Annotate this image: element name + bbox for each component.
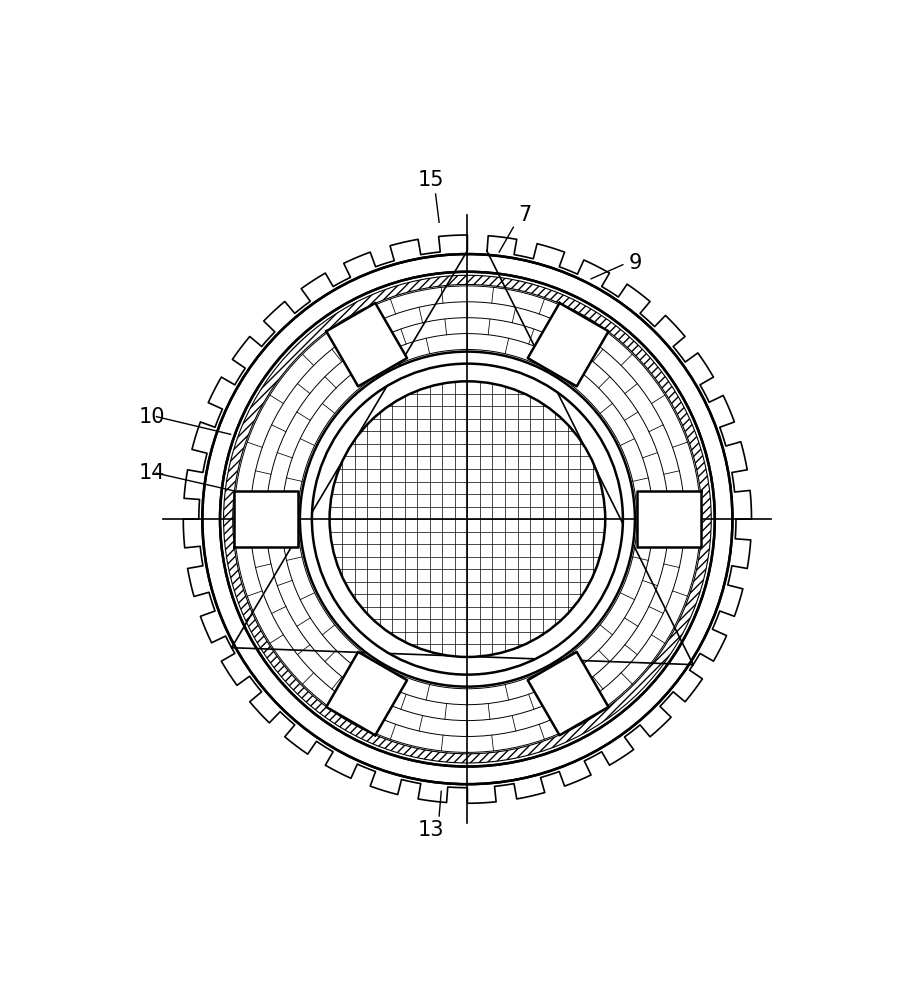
- Text: 14: 14: [138, 463, 165, 483]
- Polygon shape: [326, 652, 406, 735]
- Wedge shape: [234, 286, 700, 752]
- Polygon shape: [636, 491, 700, 547]
- Polygon shape: [527, 303, 608, 386]
- Text: 9: 9: [628, 253, 641, 273]
- Wedge shape: [202, 254, 732, 784]
- Wedge shape: [300, 352, 634, 687]
- Text: 15: 15: [417, 170, 444, 190]
- Text: 7: 7: [517, 205, 531, 225]
- Text: 10: 10: [138, 407, 165, 427]
- Text: 13: 13: [417, 820, 444, 840]
- Circle shape: [329, 381, 605, 657]
- Polygon shape: [326, 303, 406, 386]
- Polygon shape: [234, 491, 297, 547]
- Polygon shape: [527, 652, 608, 735]
- Wedge shape: [223, 275, 711, 763]
